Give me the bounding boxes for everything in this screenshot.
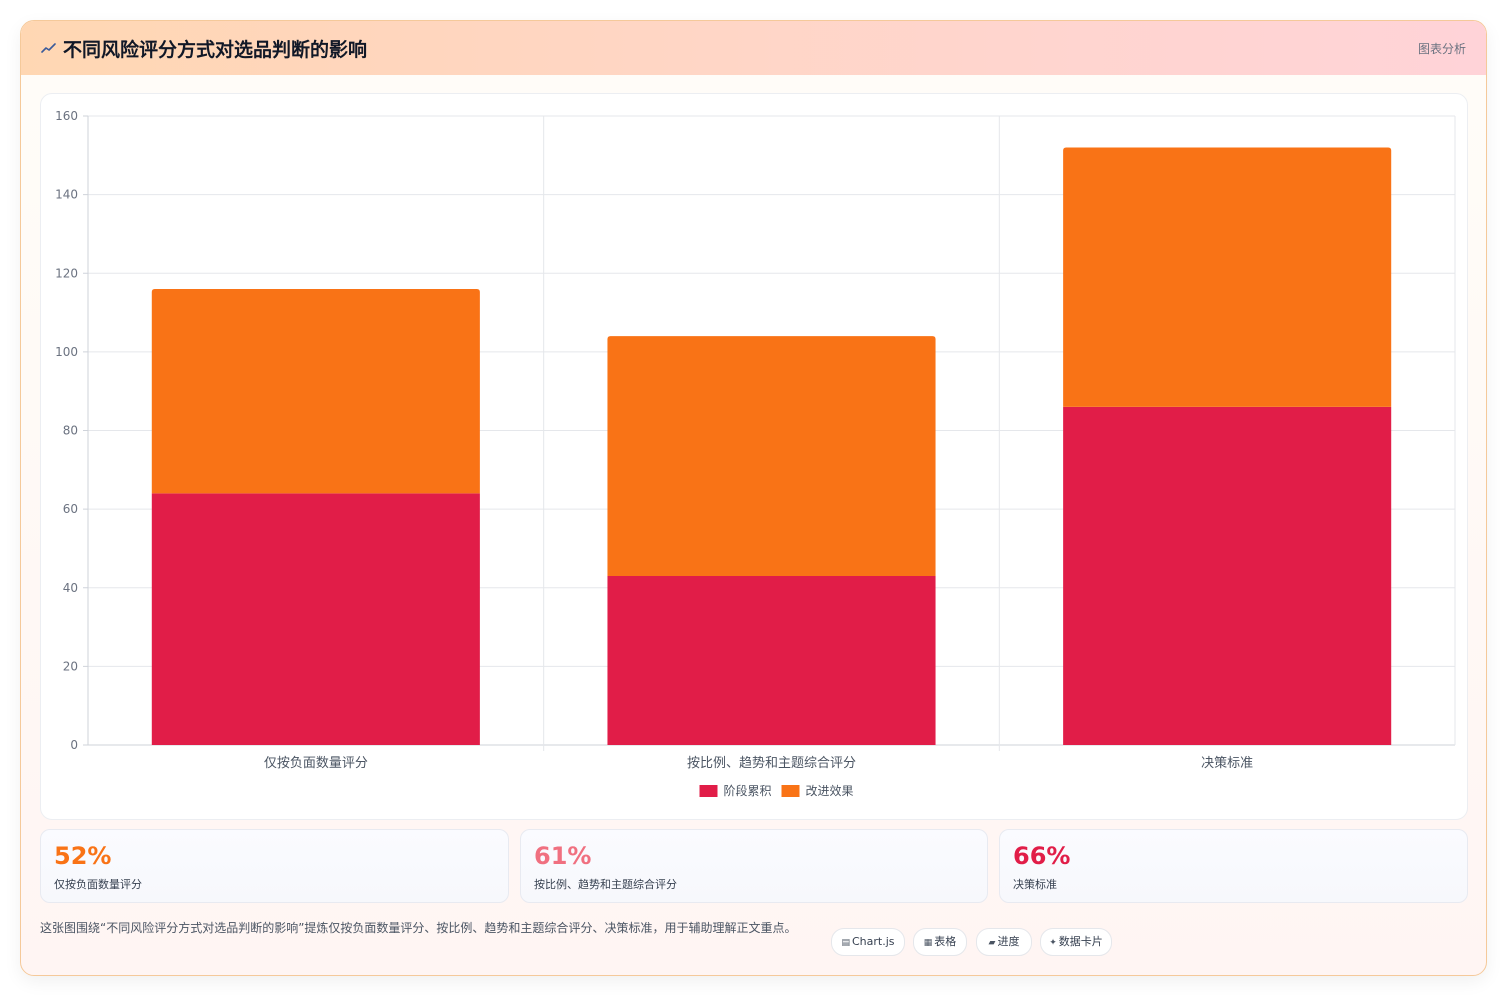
tag-data-card[interactable]: ✦ 数据卡片 bbox=[1040, 928, 1112, 956]
chart-card: 不同风险评分方式对选品判断的影响 图表分析 0 20 40 60 80 100 120 140… bbox=[20, 20, 1487, 976]
legend-label: 阶段累积 bbox=[724, 783, 772, 798]
trend-line-icon bbox=[41, 43, 56, 53]
chart-icon: ▤ bbox=[841, 938, 850, 948]
tag-table[interactable]: ▦ 表格 bbox=[913, 928, 967, 956]
progress-icon: ▰ bbox=[988, 938, 996, 948]
legend-label: 改进效果 bbox=[806, 783, 854, 798]
y-tick-label: 20 bbox=[63, 659, 78, 673]
chart-analysis-link[interactable]: 图表分析 bbox=[1417, 42, 1466, 56]
card-icon: ✦ bbox=[1049, 938, 1057, 948]
y-tick-label: 0 bbox=[70, 738, 78, 752]
y-tick-label: 160 bbox=[55, 109, 78, 123]
legend-swatch bbox=[699, 785, 718, 797]
page-title: 不同风险评分方式对选品判断的影响 bbox=[63, 39, 368, 61]
stat-value: 52% bbox=[54, 842, 112, 870]
bar-segment bbox=[1063, 147, 1392, 407]
stat-card: 61% 按比例、趋势和主题综合评分 bbox=[520, 829, 988, 903]
y-tick-label: 120 bbox=[55, 266, 78, 280]
bar-segment bbox=[607, 336, 936, 576]
stat-card: 52% 仅按负面数量评分 bbox=[40, 829, 509, 903]
y-tick-label: 40 bbox=[63, 581, 78, 595]
bar-segment bbox=[151, 493, 480, 745]
y-tick-label: 140 bbox=[55, 188, 78, 202]
bar-segment bbox=[1063, 406, 1392, 745]
y-tick-label: 60 bbox=[63, 502, 78, 516]
table-icon: ▦ bbox=[923, 938, 933, 948]
stat-value: 66% bbox=[1013, 842, 1071, 870]
y-tick-label: 100 bbox=[55, 345, 78, 359]
stat-value: 61% bbox=[534, 842, 592, 870]
tag-progress[interactable]: ▰ 进度 bbox=[976, 928, 1032, 956]
stat-label: 决策标准 bbox=[1013, 878, 1057, 891]
x-tick-label: 仅按负面数量评分 bbox=[264, 756, 368, 771]
bar-segment bbox=[607, 575, 936, 745]
card-header: 不同风险评分方式对选品判断的影响 图表分析 bbox=[21, 21, 1486, 75]
y-tick-label: 80 bbox=[63, 424, 78, 438]
stat-card: 66% 决策标准 bbox=[999, 829, 1468, 903]
bar-segment bbox=[151, 288, 480, 494]
legend-swatch bbox=[781, 785, 800, 797]
chart-panel: 0 20 40 60 80 100 120 140 160 仅按负面数量评分 按比例、趋势和主题综合… bbox=[40, 93, 1468, 820]
tag-chartjs[interactable]: ▤ Chart.js bbox=[831, 928, 905, 956]
x-tick-label: 决策标准 bbox=[1201, 755, 1253, 771]
stat-label: 按比例、趋势和主题综合评分 bbox=[534, 878, 677, 891]
stat-label: 仅按负面数量评分 bbox=[54, 878, 142, 891]
chart-description: 这张图围绕“不同风险评分方式对选品判断的影响”提炼仅按负面数量评分、按比例、趋势… bbox=[40, 921, 797, 935]
x-tick-label: 按比例、趋势和主题综合评分 bbox=[687, 755, 856, 771]
stacked-bar-chart: 0 20 40 60 80 100 120 140 160 仅按负面数量评分 按比例、趋势和主题综合… bbox=[55, 109, 1456, 798]
